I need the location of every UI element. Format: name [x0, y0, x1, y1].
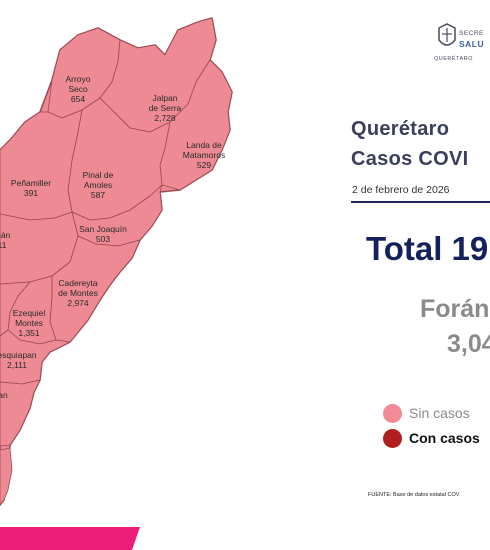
- foraneos-label: Forán: [420, 295, 490, 323]
- municipio-label: mán11: [0, 230, 11, 250]
- municipio-label: esquiapan 2,111: [0, 350, 37, 370]
- title-line2: Casos COVI: [351, 148, 469, 170]
- logo-line1: SECRE: [459, 30, 484, 37]
- municipio-san-juan: [0, 379, 41, 447]
- foraneos-value: 3,04: [447, 330, 490, 358]
- logo-line2: SALU: [459, 39, 485, 49]
- municipio-label: San Joaquín 503: [79, 224, 127, 244]
- logo-sub: QUERÉTARO: [434, 56, 473, 62]
- total-cases: Total 19: [366, 230, 489, 267]
- legend-label-con-casos: Con casos: [409, 430, 480, 446]
- secretaria-salud-logo: SECRE SALU QUERÉTARO: [434, 22, 490, 66]
- municipio-label: Peñamiller 391: [11, 178, 51, 198]
- municipio-colon: [0, 281, 31, 337]
- municipio-landa: [159, 59, 233, 191]
- municipio-label: Jalpan de Serra 2,728: [149, 93, 182, 123]
- municipio-label: Arroyo Seco 654: [65, 74, 90, 104]
- municipio-label: Pinal de Amoles 587: [83, 170, 114, 200]
- footer-bar: [0, 527, 490, 550]
- legend-label-sin-casos: Sin casos: [409, 405, 470, 421]
- municipio-label: Ezequiel Montes 1,351: [13, 308, 46, 338]
- date-divider: [351, 201, 490, 203]
- source-note: FUENTE: Base de datos estatal COV: [368, 492, 460, 498]
- map-shapes: [0, 17, 233, 506]
- municipio-label: Cadereyta de Montes 2,974: [58, 278, 98, 308]
- municipio-label: Landa de Matamoros 529: [183, 140, 226, 170]
- state-seal-icon: [438, 23, 456, 46]
- municipio-amealco: [0, 447, 13, 506]
- municipio-penamiller: [0, 109, 83, 221]
- legend-dot-sin-casos: [383, 404, 402, 423]
- legend-dot-con-casos: [383, 429, 402, 448]
- title-line1: Querétaro: [351, 118, 450, 140]
- report-date: 2 de febrero de 2026: [352, 184, 450, 196]
- municipio-label: an: [0, 390, 8, 400]
